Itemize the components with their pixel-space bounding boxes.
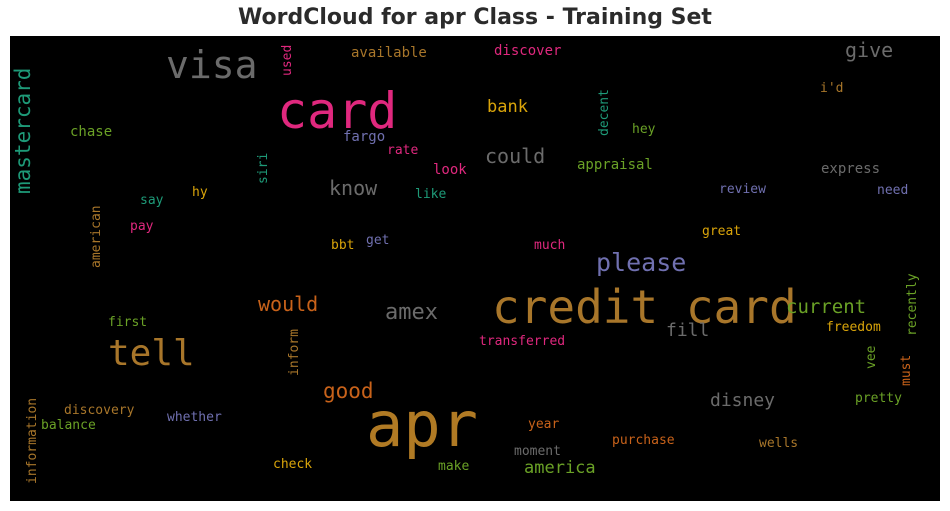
- word-much: much: [534, 238, 566, 253]
- word-say: say: [140, 193, 164, 208]
- word-inform: inform: [287, 329, 302, 376]
- word-need: need: [877, 183, 909, 198]
- word-freedom: freedom: [826, 320, 881, 335]
- word-please: please: [596, 248, 687, 277]
- word-would: would: [258, 292, 319, 316]
- chart-title: WordCloud for apr Class - Training Set: [238, 5, 712, 30]
- word-moment: moment: [514, 444, 561, 459]
- word-disney: disney: [710, 390, 776, 411]
- word-pay: pay: [130, 219, 154, 234]
- word-card: card: [277, 82, 398, 140]
- word-information: information: [25, 397, 40, 484]
- word-recently: recently: [905, 273, 920, 336]
- word-purchase: purchase: [612, 433, 675, 448]
- word-amex: amex: [385, 300, 438, 325]
- word-make: make: [438, 459, 470, 474]
- word-check: check: [273, 457, 313, 472]
- word-transferred: transferred: [479, 334, 566, 349]
- word-america: america: [524, 458, 596, 478]
- word-rate: rate: [387, 143, 419, 158]
- word-fill: fill: [666, 320, 710, 341]
- word-decent: decent: [597, 89, 612, 136]
- word-cloud-canvas: apr credit card card visa tell please ma…: [10, 36, 940, 501]
- word-year: year: [528, 417, 560, 432]
- word-bbt: bbt: [331, 238, 355, 253]
- word-hy: hy: [192, 185, 208, 200]
- word-i-d: i'd: [820, 81, 844, 96]
- word-discover: discover: [494, 43, 562, 59]
- word-siri: siri: [256, 152, 271, 184]
- word-hey: hey: [632, 122, 656, 137]
- word-apr: apr: [366, 388, 478, 461]
- word-vee: vee: [864, 345, 879, 369]
- word-get: get: [366, 233, 390, 248]
- word-appraisal: appraisal: [577, 157, 653, 173]
- word-discovery: discovery: [64, 403, 135, 418]
- word-know: know: [329, 176, 378, 200]
- word-current: current: [786, 296, 867, 318]
- word-fargo: fargo: [343, 129, 386, 145]
- word-visa: visa: [166, 43, 258, 87]
- word-good: good: [323, 379, 374, 403]
- word-used: used: [280, 44, 295, 76]
- word-bank: bank: [487, 97, 528, 117]
- word-give: give: [845, 38, 894, 62]
- word-express: express: [821, 161, 881, 177]
- word-available: available: [351, 45, 427, 61]
- word-mastercard: mastercard: [11, 67, 35, 194]
- word-review: review: [719, 182, 766, 197]
- word-chase: chase: [70, 124, 113, 140]
- word-look: look: [433, 162, 467, 178]
- word-american: american: [89, 205, 104, 268]
- word-must: must: [899, 354, 914, 386]
- word-tell: tell: [108, 333, 195, 374]
- word-great: great: [702, 224, 742, 239]
- word-like: like: [415, 187, 447, 202]
- word-whether: whether: [167, 410, 222, 425]
- word-balance: balance: [41, 418, 96, 433]
- word-credit-card: credit card: [492, 280, 797, 334]
- word-could: could: [485, 144, 546, 168]
- word-wells: wells: [759, 436, 799, 451]
- word-first: first: [108, 315, 148, 330]
- word-pretty: pretty: [855, 391, 902, 406]
